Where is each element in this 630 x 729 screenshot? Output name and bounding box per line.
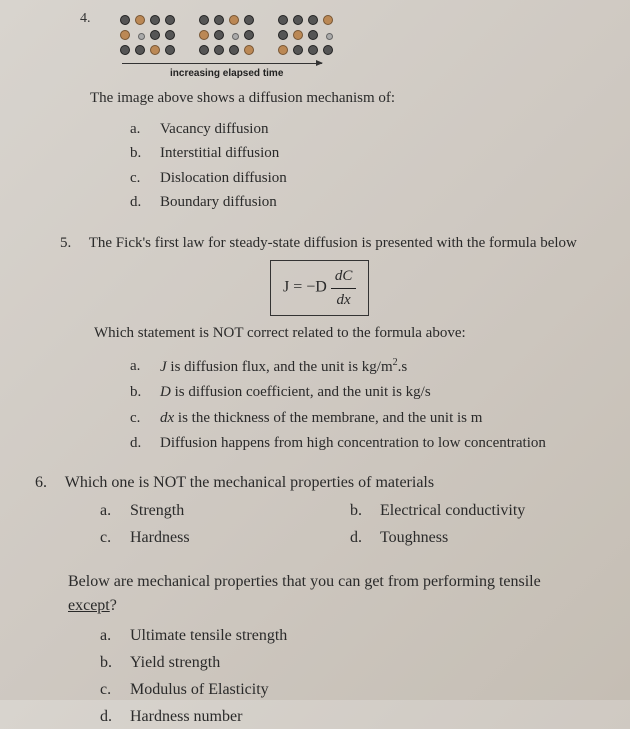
q5-opt-d: d. Diffusion happens from high concentra… (130, 432, 610, 455)
q4-opt-b: b. Interstitial diffusion (130, 142, 610, 165)
opt-letter: b. (350, 499, 368, 523)
q7-except: except (68, 597, 110, 614)
q6-block: 6. Which one is NOT the mechanical prope… (30, 471, 610, 495)
q5-options: a. J is diffusion flux, and the unit is … (130, 355, 610, 455)
opt-text: Electrical conductivity (380, 499, 525, 523)
opt-text: Dislocation diffusion (160, 167, 287, 190)
lattice-3 (278, 15, 335, 57)
opt-letter: c. (130, 167, 148, 190)
opt-text: Hardness (130, 526, 190, 550)
q7-opt-c: c. Modulus of Elasticity (100, 678, 610, 702)
opt-letter: d. (130, 432, 148, 455)
opt-letter: b. (130, 381, 148, 404)
opt-text: Diffusion happens from high concentratio… (160, 432, 546, 455)
q4-opt-c: c. Dislocation diffusion (130, 167, 610, 190)
opt-text: J is diffusion flux, and the unit is kg/… (160, 355, 407, 379)
q6-stem: Which one is NOT the mechanical properti… (65, 474, 434, 491)
q7-stem-line2: except? (68, 594, 610, 618)
q5-stem: The Fick's first law for steady-state di… (89, 235, 577, 251)
formula-denominator: dx (331, 289, 357, 312)
q6-opt-a: a. Strength (100, 499, 350, 523)
q4-opt-d: d. Boundary diffusion (130, 191, 610, 214)
opt-letter: b. (100, 651, 118, 675)
q4-diagram: increasing elapsed time (120, 15, 610, 81)
opt-letter: c. (100, 678, 118, 702)
q7-opt-d: d. Hardness number (100, 705, 610, 729)
formula-numerator: dC (331, 265, 357, 289)
q6-opt-c: c. Hardness (100, 526, 350, 550)
q6-opt-b: b. Electrical conductivity (350, 499, 610, 523)
opt-letter: a. (130, 118, 148, 141)
arrow-label: increasing elapsed time (170, 66, 610, 81)
opt-text: Hardness number (130, 705, 242, 729)
q6-options: a. Strength b. Electrical conductivity c. H… (100, 499, 610, 550)
q5-block: 5. The Fick's first law for steady-state… (30, 232, 610, 255)
opt-text: Yield strength (130, 651, 220, 675)
formula-fraction: dC dx (331, 265, 357, 311)
q6-number: 6. (35, 471, 47, 495)
q4-opt-a: a. Vacancy diffusion (130, 118, 610, 141)
opt-text: dx is the thickness of the membrane, and… (160, 407, 482, 430)
opt-letter: d. (100, 705, 118, 729)
opt-text: D is diffusion coefficient, and the unit… (160, 381, 431, 404)
q7-qmark: ? (110, 597, 117, 614)
q4-stem: The image above shows a diffusion mechan… (90, 87, 610, 110)
opt-text: Vacancy diffusion (160, 118, 268, 141)
opt-text: Interstitial diffusion (160, 142, 279, 165)
lattice-panels (120, 15, 610, 57)
q5-opt-c: c. dx is the thickness of the membrane, … (130, 407, 610, 430)
q7-options: a. Ultimate tensile strength b. Yield stre… (100, 624, 610, 729)
q5-opt-b: b. D is diffusion coefficient, and the u… (130, 381, 610, 404)
q5-substem: Which statement is NOT correct related t… (94, 322, 610, 345)
opt-text: Boundary diffusion (160, 191, 277, 214)
opt-text: Ultimate tensile strength (130, 624, 287, 648)
opt-letter: c. (130, 407, 148, 430)
opt-letter: a. (100, 499, 118, 523)
q5-opt-a: a. J is diffusion flux, and the unit is … (130, 355, 610, 379)
q4-options: a. Vacancy diffusion b. Interstitial diffu… (130, 118, 610, 214)
opt-letter: b. (130, 142, 148, 165)
q4-number: 4. (80, 8, 91, 29)
q7-stem-line1: Below are mechanical properties that you… (68, 570, 610, 594)
opt-text: Toughness (380, 526, 448, 550)
opt-text: Strength (130, 499, 184, 523)
q6-opt-d: d. Toughness (350, 526, 610, 550)
opt-letter: c. (100, 526, 118, 550)
q5-formula: J = −D dC dx (270, 260, 369, 316)
formula-lhs: J = −D (283, 279, 327, 296)
opt-letter: a. (130, 355, 148, 379)
opt-text: Modulus of Elasticity (130, 678, 269, 702)
q5-number: 5. (60, 232, 71, 255)
q7-opt-a: a. Ultimate tensile strength (100, 624, 610, 648)
opt-letter: d. (350, 526, 368, 550)
lattice-1 (120, 15, 177, 57)
opt-letter: a. (100, 624, 118, 648)
q7-opt-b: b. Yield strength (100, 651, 610, 675)
time-arrow (122, 63, 322, 64)
lattice-2 (199, 15, 256, 57)
opt-letter: d. (130, 191, 148, 214)
